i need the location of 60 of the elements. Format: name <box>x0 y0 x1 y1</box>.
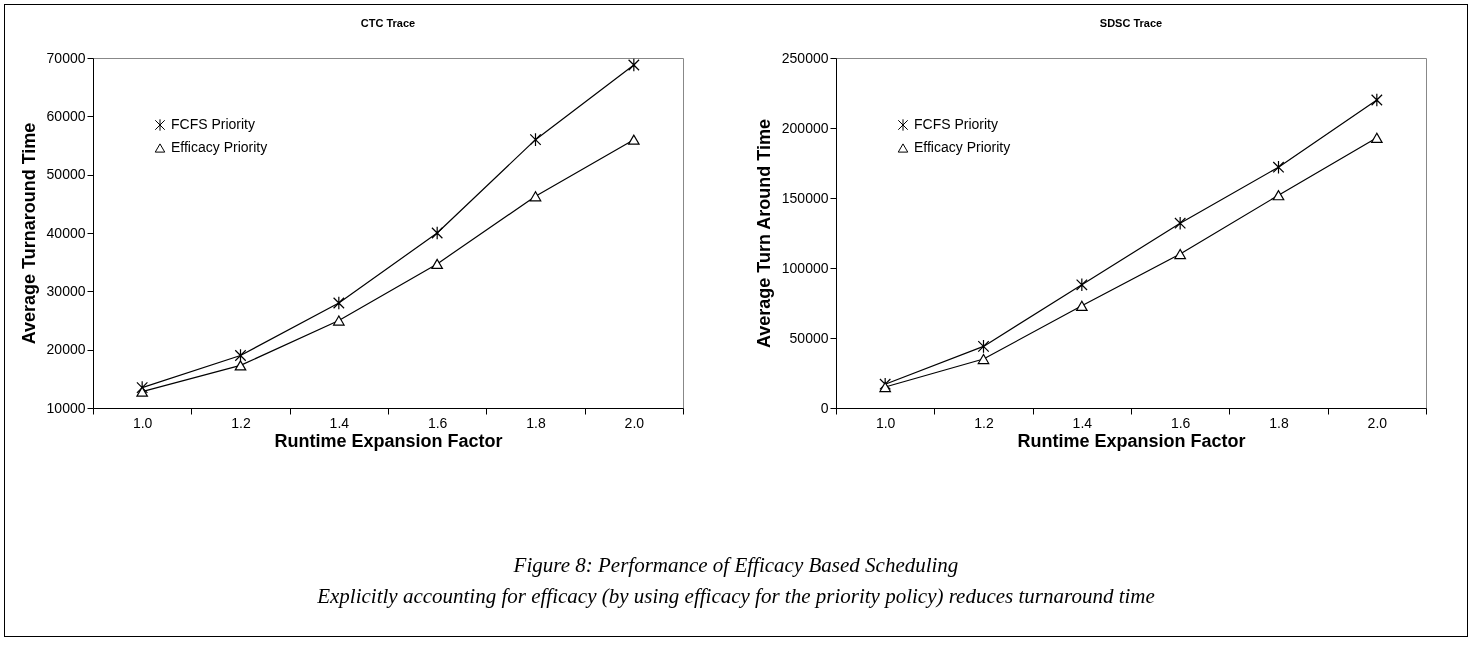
x-tick-label: 1.6 <box>1170 414 1191 431</box>
y-tick-label: 150000 <box>781 189 829 206</box>
point <box>431 226 444 240</box>
y-tick-label: 100000 <box>781 259 829 276</box>
y-axis-title: Average Turn Around Time <box>753 118 774 349</box>
y-tick-label: 30000 <box>46 282 86 299</box>
y-tick-label: 40000 <box>46 224 86 241</box>
point <box>136 386 149 397</box>
point <box>1075 300 1088 311</box>
x-tick-label: 2.0 <box>624 414 645 431</box>
point <box>1174 216 1187 231</box>
point <box>1075 277 1088 292</box>
x-tick-label: 2.0 <box>1367 414 1388 431</box>
y-tick-label: 60000 <box>46 107 86 124</box>
x-tick-label: 1.6 <box>427 414 448 431</box>
y-tick-label: 50000 <box>789 329 829 346</box>
y-tick-label: 70000 <box>46 49 86 66</box>
y-tick-label: 50000 <box>46 166 86 183</box>
chart-title: CTC Trace <box>360 17 416 29</box>
y-tick-label: 250000 <box>781 49 829 66</box>
legend-label: Efficacy Priority <box>914 139 1011 155</box>
x-tick-label: 1.4 <box>1072 414 1093 431</box>
x-tick-label: 1.2 <box>974 414 994 431</box>
y-tick-label: 10000 <box>46 399 86 416</box>
chart-title: SDSC Trace <box>1099 17 1163 29</box>
point <box>234 348 247 363</box>
y-tick-label: 200000 <box>781 119 829 136</box>
point <box>977 339 990 354</box>
y-tick-label: 20000 <box>46 341 86 358</box>
point <box>1370 132 1383 143</box>
text: Explicitly accounting for efficacy (by using efficacy for the priority policy) reduces turnaround time <box>316 583 1156 610</box>
point <box>234 360 247 371</box>
point <box>627 58 640 72</box>
x-axis-title: Runtime Expansion Factor <box>274 430 503 451</box>
point <box>627 134 640 145</box>
point <box>332 315 345 326</box>
legend-label: FCFS Priority <box>914 116 998 132</box>
point <box>977 353 990 365</box>
legend-label: FCFS Priority <box>171 116 255 132</box>
x-tick-label: 1.8 <box>1269 414 1289 431</box>
point <box>1272 160 1285 175</box>
point <box>879 377 892 392</box>
x-tick-label: 1.4 <box>329 414 350 431</box>
point <box>431 258 444 270</box>
x-tick-label: 1.0 <box>875 414 896 431</box>
point <box>1272 190 1285 201</box>
point <box>529 191 542 202</box>
point <box>1370 93 1383 107</box>
point <box>1174 248 1187 260</box>
legend-label: Efficacy Priority <box>171 139 268 155</box>
y-tick-label: 0 <box>820 399 829 416</box>
point <box>332 296 345 310</box>
point <box>879 381 892 393</box>
caption: Figure 8: Performance of Efficacy Based Scheduling <box>512 552 960 579</box>
x-tick-label: 1.0 <box>132 414 153 431</box>
point <box>529 132 542 147</box>
x-tick-label: 1.8 <box>526 414 546 431</box>
x-axis-title: Runtime Expansion Factor <box>1017 430 1246 451</box>
x-tick-label: 1.2 <box>231 414 251 431</box>
y-axis-title: Average Turnaround Time <box>18 122 39 345</box>
